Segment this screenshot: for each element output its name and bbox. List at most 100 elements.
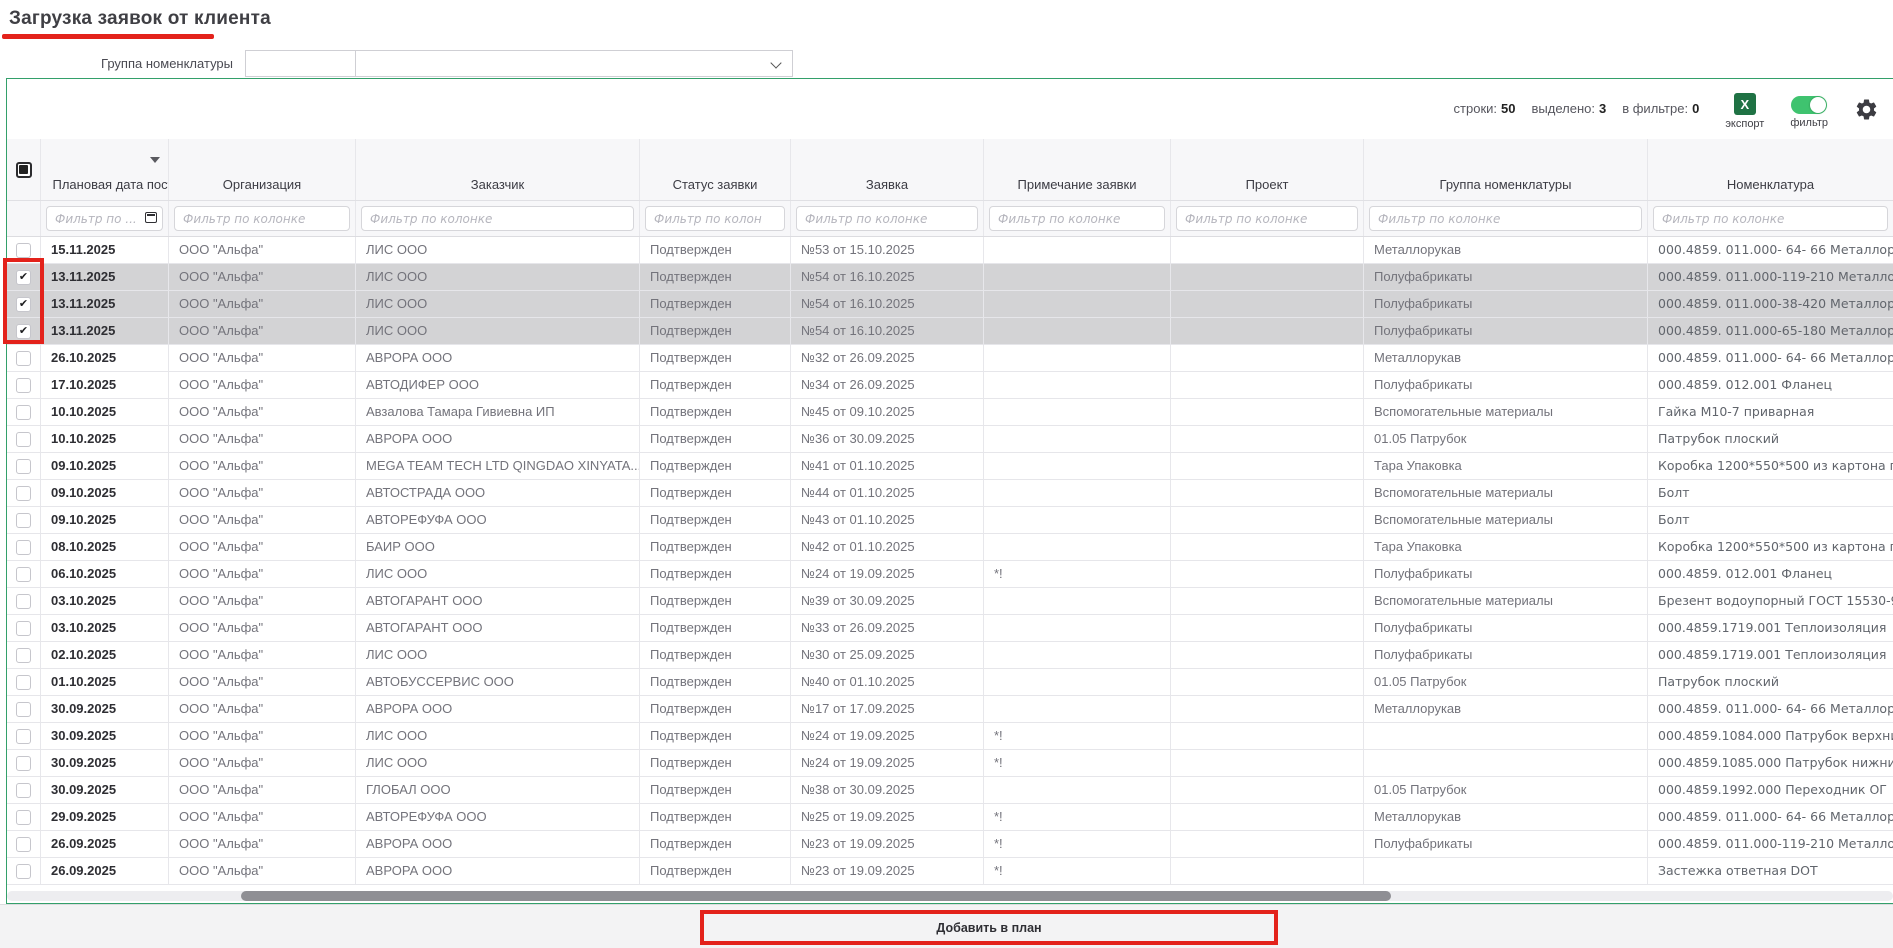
table-row[interactable]: 15.11.2025 ООО "Альфа" ЛИС ООО Подтвержден №… (7, 237, 1893, 264)
filter-input-date[interactable] (46, 206, 163, 231)
column-header-item[interactable]: Номенклатура (1648, 139, 1893, 200)
table-row[interactable]: 09.10.2025 ООО "Альфа" MEGA TEAM TECH LTD … (7, 453, 1893, 480)
horizontal-scrollbar[interactable] (7, 891, 1893, 901)
column-header-status[interactable]: Статус заявки (640, 139, 791, 200)
table-row[interactable]: 30.09.2025 ООО "Альфа" ЛИС ООО Подтвержден №… (7, 723, 1893, 750)
rows-count: строки: 50 (1453, 101, 1516, 116)
filter-input-item[interactable] (1653, 206, 1888, 231)
cell-org: ООО "Альфа" (169, 642, 356, 668)
cell-request: №41 от 01.10.2025 (791, 453, 984, 479)
row-checkbox[interactable] (16, 539, 31, 555)
table-row[interactable]: ✔ 13.11.2025 ООО "Альфа" ЛИС ООО Подтвержден… (7, 264, 1893, 291)
table-row[interactable]: 30.09.2025 ООО "Альфа" АВРОРА ООО Подтвержд… (7, 696, 1893, 723)
row-checkbox[interactable] (16, 809, 31, 825)
table-row[interactable]: 09.10.2025 ООО "Альфа" АВТОРЕФУФА ООО Подтв… (7, 507, 1893, 534)
row-checkbox[interactable] (16, 674, 31, 690)
cell-item: 000.4859. 012.001 Фланец (1658, 566, 1833, 581)
cell-org: ООО "Альфа" (169, 723, 356, 749)
cell-request: №54 от 16.10.2025 (791, 264, 984, 290)
cell-status: Подтвержден (640, 291, 791, 317)
export-button[interactable]: X экспорт (1725, 93, 1764, 130)
cell-group: Полуфабрикаты (1364, 561, 1648, 587)
filter-input-status[interactable] (645, 206, 785, 231)
table-row[interactable]: 30.09.2025 ООО "Альфа" ГЛОБАЛ ООО Подтвержд… (7, 777, 1893, 804)
cell-item: 000.4859.1719.001 Теплоизоляция (1658, 647, 1887, 662)
row-checkbox[interactable] (16, 836, 31, 852)
filter-input-org[interactable] (174, 206, 350, 231)
horizontal-scrollbar-thumb[interactable] (241, 891, 1391, 901)
filter-input-note[interactable] (989, 206, 1165, 231)
row-checkbox-cell (7, 858, 41, 884)
filter-input-group[interactable] (1369, 206, 1642, 231)
cell-note (984, 507, 1171, 533)
toggle-switch-icon[interactable] (1791, 96, 1828, 114)
row-checkbox[interactable] (16, 782, 31, 798)
column-header-label: Примечание заявки (1017, 177, 1137, 192)
select-all-checkbox[interactable] (15, 161, 32, 178)
cell-project (1171, 777, 1364, 803)
column-header-customer[interactable]: Заказчик (356, 139, 640, 200)
table-row[interactable]: 01.10.2025 ООО "Альфа" АВТОБУССЕРВИС ООО По… (7, 669, 1893, 696)
calendar-icon[interactable] (145, 212, 157, 223)
row-checkbox[interactable]: ✔ (16, 296, 31, 312)
cell-request: №44 от 01.10.2025 (791, 480, 984, 506)
cell-request: №53 от 15.10.2025 (791, 237, 984, 263)
table-filter-row (7, 201, 1893, 237)
row-checkbox[interactable] (16, 404, 31, 420)
table-row[interactable]: 26.09.2025 ООО "Альфа" АВРОРА ООО Подтвержд… (7, 831, 1893, 858)
group-select[interactable] (355, 50, 793, 77)
table-row[interactable]: 03.10.2025 ООО "Альфа" АВТОГАРАНТ ООО Подтв… (7, 588, 1893, 615)
row-checkbox[interactable]: ✔ (16, 269, 31, 285)
row-checkbox[interactable] (16, 755, 31, 771)
row-checkbox[interactable] (16, 701, 31, 717)
table-row[interactable]: 06.10.2025 ООО "Альфа" ЛИС ООО Подтвержден №… (7, 561, 1893, 588)
row-checkbox[interactable] (16, 728, 31, 744)
filter-toggle[interactable]: фильтр (1790, 93, 1828, 129)
row-checkbox[interactable] (16, 620, 31, 636)
table-row[interactable]: 02.10.2025 ООО "Альфа" ЛИС ООО Подтвержден №… (7, 642, 1893, 669)
table-row[interactable]: 10.10.2025 ООО "Альфа" Авзалова Тамара Гив… (7, 399, 1893, 426)
table-row[interactable]: 10.10.2025 ООО "Альфа" АВРОРА ООО Подтвержд… (7, 426, 1893, 453)
row-checkbox[interactable] (16, 647, 31, 663)
settings-button[interactable] (1854, 97, 1879, 127)
column-header-group[interactable]: Группа номенклатуры (1364, 139, 1648, 200)
cell-org: ООО "Альфа" (169, 858, 356, 884)
table-row[interactable]: 29.09.2025 ООО "Альфа" АВТОРЕФУФА ООО Подтв… (7, 804, 1893, 831)
filter-input-project[interactable] (1176, 206, 1358, 231)
row-checkbox[interactable]: ✔ (16, 323, 31, 339)
add-to-plan-button[interactable]: Добавить в план (704, 913, 1274, 942)
cell-request: №23 от 19.09.2025 (791, 858, 984, 884)
column-header-request[interactable]: Заявка (791, 139, 984, 200)
column-header-project[interactable]: Проект (1171, 139, 1364, 200)
row-checkbox-cell: ✔ (7, 291, 41, 317)
table-row[interactable]: 26.10.2025 ООО "Альфа" АВРОРА ООО Подтвержд… (7, 345, 1893, 372)
row-checkbox[interactable] (16, 485, 31, 501)
row-checkbox[interactable] (16, 431, 31, 447)
table-row[interactable]: 03.10.2025 ООО "Альфа" АВТОГАРАНТ ООО Подтв… (7, 615, 1893, 642)
cell-note (984, 399, 1171, 425)
column-header-org[interactable]: Организация (169, 139, 356, 200)
row-checkbox[interactable] (16, 458, 31, 474)
row-checkbox[interactable] (16, 863, 31, 879)
table-row[interactable]: 17.10.2025 ООО "Альфа" АВТОДИФЕР ООО Подтве… (7, 372, 1893, 399)
table-row[interactable]: ✔ 13.11.2025 ООО "Альфа" ЛИС ООО Подтвержден… (7, 318, 1893, 345)
table-row[interactable]: 09.10.2025 ООО "Альфа" АВТОСТРАДА ООО Подтв… (7, 480, 1893, 507)
column-header-note[interactable]: Примечание заявки (984, 139, 1171, 200)
row-checkbox[interactable] (16, 377, 31, 393)
row-checkbox[interactable] (16, 593, 31, 609)
cell-status: Подтвержден (640, 777, 791, 803)
table-row[interactable]: 08.10.2025 ООО "Альфа" БАИР ООО Подтвержден… (7, 534, 1893, 561)
cell-status: Подтвержден (640, 264, 791, 290)
group-code-input[interactable] (245, 50, 355, 77)
filter-input-request[interactable] (796, 206, 978, 231)
column-header-date[interactable]: Плановая дата поставки (41, 139, 169, 200)
cell-org: ООО "Альфа" (169, 777, 356, 803)
table-row[interactable]: 30.09.2025 ООО "Альфа" ЛИС ООО Подтвержден №… (7, 750, 1893, 777)
table-row[interactable]: ✔ 13.11.2025 ООО "Альфа" ЛИС ООО Подтвержден… (7, 291, 1893, 318)
row-checkbox[interactable] (16, 512, 31, 528)
filter-input-customer[interactable] (361, 206, 634, 231)
row-checkbox[interactable] (16, 566, 31, 582)
table-row[interactable]: 26.09.2025 ООО "Альфа" АВРОРА ООО Подтвержд… (7, 858, 1893, 885)
row-checkbox[interactable] (16, 350, 31, 366)
row-checkbox[interactable] (16, 242, 31, 258)
